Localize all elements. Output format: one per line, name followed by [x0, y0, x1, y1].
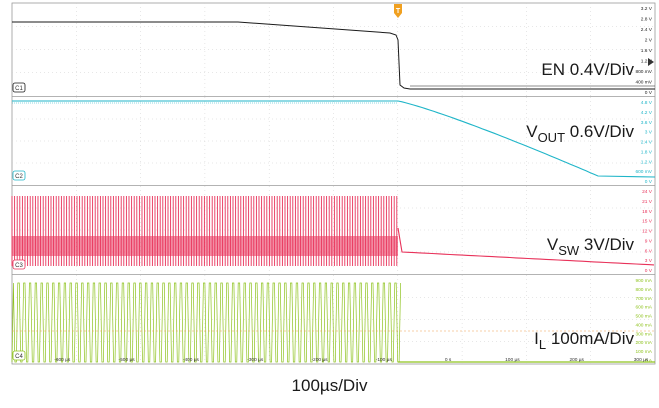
y-tick-label: 24 V — [642, 189, 653, 195]
time-scale-label: 100µs/Div — [291, 376, 368, 395]
channel-badge-box — [12, 350, 26, 361]
y-tick-label: 0 V — [645, 268, 653, 274]
y-tick-label: 1.2 V — [641, 159, 653, 165]
il-ripple-trace — [11, 282, 401, 363]
channel-badge: C4 — [12, 350, 26, 361]
channel-badge-box — [12, 170, 26, 181]
channel-badge-label: C4 — [15, 354, 23, 360]
y-tick-label: 3 V — [645, 258, 653, 264]
channel-scale-label-main: V — [547, 235, 559, 254]
y-tick-label: 0 V — [645, 179, 653, 185]
channel-scale-label-tail: 100mA/Div — [546, 329, 634, 348]
x-tick-label: -300 µs — [247, 357, 264, 363]
x-tick-label: -100 µs — [376, 357, 393, 363]
y-tick-label: 9 V — [645, 238, 653, 244]
y-tick-label: 18 V — [642, 209, 653, 215]
y-tick-label: 800 mV — [635, 69, 652, 75]
channel-scale-label-tail: 0.6V/Div — [565, 122, 634, 141]
channel-scale-label-main: V — [526, 122, 538, 141]
channel-badge: C1 — [12, 82, 26, 93]
scope-frame — [11, 2, 656, 365]
panel-grid — [12, 97, 655, 185]
vout-trace — [12, 100, 656, 178]
y-tick-label: 2.4 V — [641, 140, 653, 146]
x-tick-label: -500 µs — [119, 357, 136, 363]
channel-badge-label: C1 — [15, 86, 23, 92]
ch1-offset-marker-icon — [648, 58, 654, 66]
y-tick-label: 4.8 V — [641, 100, 653, 106]
x-tick-label: -200 µs — [311, 357, 328, 363]
trigger-marker-icon — [394, 4, 402, 18]
y-tick-label: 2.8 V — [641, 17, 653, 23]
channel-scale-label-main: EN 0.4V/Div — [541, 60, 634, 79]
y-tick-label: 3.6 V — [641, 120, 653, 126]
y-tick-label: 0 A — [645, 358, 653, 364]
x-tick-label: -400 µs — [183, 357, 200, 363]
channel-scale-label-main: I — [534, 329, 539, 348]
channel-scale-label-sub: L — [539, 337, 546, 352]
y-tick-label: 900 mA — [635, 278, 652, 284]
vsw-decay-trace — [397, 227, 655, 266]
channel-scale-label: VSW 3V/Div — [547, 235, 635, 258]
y-tick-label: 500 mA — [635, 314, 652, 320]
channel-badge-label: C3 — [15, 263, 23, 269]
y-tick-label: 400 mV — [635, 80, 652, 86]
en-trace — [12, 21, 655, 90]
channel-scale-label-sub: OUT — [538, 130, 566, 145]
channel-badge-box — [12, 82, 26, 93]
y-tick-label: 6 V — [645, 248, 653, 254]
x-tick-label: 0 s — [445, 357, 452, 363]
vsw-switching-trace — [11, 196, 398, 266]
channel-scale-label: IL 100mA/Div — [534, 329, 634, 352]
y-tick-label: 600 mA — [635, 305, 652, 311]
y-tick-label: 4.2 V — [641, 110, 653, 116]
x-tick-label: -600 µs — [54, 357, 71, 363]
channel-scale-label: EN 0.4V/Div — [541, 60, 634, 79]
y-tick-label: 3 V — [645, 130, 653, 136]
vsw-dense-band — [12, 236, 398, 256]
x-tick-label: 200 µs — [569, 357, 584, 363]
channel-scale-label-tail: 3V/Div — [579, 235, 634, 254]
channel-badge-label: C2 — [15, 174, 23, 180]
y-tick-label: 300 mA — [635, 331, 652, 337]
trigger-marker-label: T — [396, 8, 401, 15]
y-tick-label: 2.4 V — [641, 27, 653, 33]
channel-badge-box — [12, 259, 26, 270]
channel-badge: C3 — [12, 259, 26, 270]
y-tick-label: 2 V — [645, 38, 653, 44]
y-tick-label: 200 mA — [635, 340, 652, 346]
x-tick-label: 300 µs — [634, 357, 649, 363]
y-tick-label: 0 V — [645, 90, 653, 96]
y-tick-label: 21 V — [642, 199, 653, 205]
channel-badge: C2 — [12, 170, 26, 181]
y-tick-label: 1.2 V — [641, 59, 653, 65]
y-tick-label: 1.6 V — [641, 48, 653, 54]
channel-scale-label: VOUT 0.6V/Div — [526, 122, 634, 145]
channel-scale-label-sub: SW — [558, 243, 580, 258]
y-tick-label: 800 mA — [635, 287, 652, 293]
y-tick-label: 12 V — [642, 229, 653, 235]
x-tick-label: 100 µs — [505, 357, 520, 363]
y-tick-label: 700 mA — [635, 296, 652, 302]
y-tick-label: 400 mA — [635, 322, 652, 328]
y-tick-label: 600 mV — [635, 169, 652, 175]
y-tick-label: 100 mA — [635, 349, 652, 355]
y-tick-label: 3.2 V — [641, 6, 653, 12]
y-tick-label: 15 V — [642, 219, 653, 225]
y-tick-label: 1.8 V — [641, 149, 653, 155]
